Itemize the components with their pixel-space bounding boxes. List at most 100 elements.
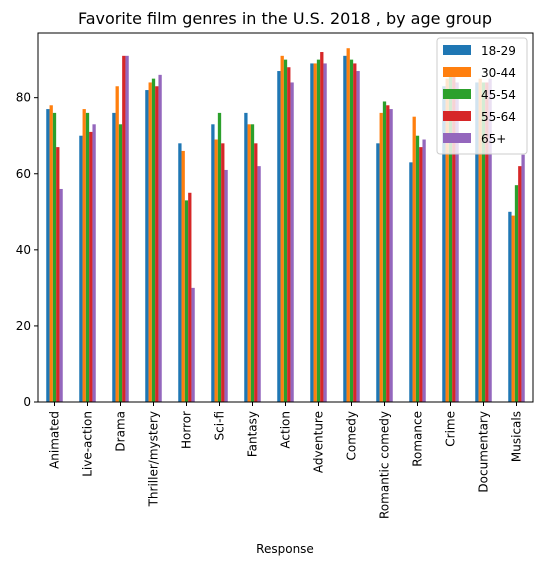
bar-55-64-Adventure	[320, 52, 324, 402]
bar-55-64-Horror	[188, 192, 192, 402]
x-tick-label: Adventure	[312, 411, 326, 473]
bar-18-29-Animated	[46, 109, 50, 403]
bar-55-64-Romance	[419, 147, 423, 402]
bar-45-54-Sci-fi	[217, 112, 222, 402]
bar-55-64-Thriller/mystery	[155, 86, 159, 403]
bar-30-44-Action	[280, 55, 284, 403]
bar-18-29-Romance	[409, 162, 413, 402]
bar-18-29-Drama	[112, 112, 116, 402]
bar-18-29-Action	[277, 71, 281, 403]
bar-65+-Animated	[59, 188, 63, 402]
x-tick-label: Comedy	[345, 411, 359, 461]
bar-30-44-Documentary	[478, 78, 482, 403]
bar-65+-Drama	[125, 55, 129, 403]
bar-65+-Horror	[191, 287, 195, 402]
x-axis: Animated Live-action Drama Thriller/mystery…	[48, 402, 524, 519]
legend: 18-29 30-44 45-54 55-64 65+	[436, 37, 528, 155]
legend-label-45-54: 45-54	[481, 88, 516, 102]
plot-frame	[37, 32, 534, 403]
x-tick-label: Romantic comedy	[378, 411, 392, 519]
y-tick-label: 80	[16, 91, 31, 105]
bar-65+-Romantic comedy	[389, 109, 393, 403]
bar-45-54-Comedy	[349, 59, 354, 402]
bar-30-44-Drama	[115, 86, 119, 403]
x-tick-label: Action	[279, 411, 293, 449]
bar-45-54-Documentary	[481, 82, 486, 402]
bar-55-64-Drama	[122, 55, 126, 403]
bar-18-29-Documentary	[475, 82, 479, 402]
bar-55-64-Documentary	[485, 82, 489, 402]
bar-30-44-Crime	[445, 78, 449, 403]
legend-label-18-29: 18-29	[481, 44, 516, 58]
y-tick-label: 60	[16, 167, 31, 181]
x-tick-label: Fantasy	[246, 411, 260, 457]
x-tick-label: Thriller/mystery	[147, 411, 161, 507]
bar-65+-Thriller/mystery	[158, 74, 162, 402]
bar-45-54-Musicals	[514, 185, 519, 402]
bar-65+-Musicals	[521, 154, 525, 402]
bar-55-64-Action	[287, 67, 291, 402]
x-tick-label: Documentary	[477, 411, 491, 493]
legend-label-30-44: 30-44	[481, 66, 516, 80]
bar-30-44-Live-action	[82, 109, 86, 403]
x-tick-label: Romance	[411, 411, 425, 467]
y-tick-label: 20	[16, 319, 31, 333]
bar-18-29-Romantic comedy	[376, 143, 380, 402]
legend-label-65+: 65+	[481, 132, 506, 146]
bar-65+-Documentary	[488, 78, 492, 403]
bars-layer	[46, 48, 525, 403]
bar-55-64-Animated	[56, 147, 60, 402]
legend-label-55-64: 55-64	[481, 110, 516, 124]
bar-30-44-Romance	[412, 116, 416, 402]
x-tick-label: Live-action	[81, 411, 95, 477]
bar-30-44-Adventure	[313, 63, 317, 403]
bar-65+-Comedy	[356, 71, 360, 403]
bar-45-54-Horror	[184, 200, 189, 402]
x-tick-label: Crime	[444, 411, 458, 447]
bar-45-54-Crime	[448, 74, 453, 402]
bar-45-54-Fantasy	[250, 124, 255, 403]
bar-18-29-Adventure	[310, 63, 314, 403]
bar-55-64-Romantic comedy	[386, 105, 390, 402]
bar-65+-Romance	[422, 139, 426, 403]
bar-18-29-Fantasy	[244, 112, 248, 402]
x-tick-label: Drama	[114, 411, 128, 452]
legend-swatch-55-64	[443, 111, 471, 121]
bar-18-29-Horror	[178, 143, 182, 402]
legend-swatch-30-44	[443, 67, 471, 77]
bar-18-29-Thriller/mystery	[145, 90, 149, 402]
bar-18-29-Musicals	[508, 211, 512, 402]
legend-swatch-65+	[443, 133, 471, 143]
bar-45-54-Live-action	[85, 112, 90, 402]
x-tick-label: Musicals	[510, 411, 524, 462]
bar-55-64-Comedy	[353, 63, 357, 403]
bar-55-64-Crime	[452, 74, 456, 402]
x-axis-label: Response	[256, 542, 314, 556]
bar-45-54-Action	[283, 59, 288, 402]
bar-30-44-Horror	[181, 150, 185, 402]
chart-title: Favorite film genres in the U.S. 2018 , …	[78, 9, 492, 28]
bar-55-64-Sci-fi	[221, 143, 225, 402]
bar-45-54-Thriller/mystery	[151, 78, 156, 403]
bar-65+-Fantasy	[257, 166, 261, 402]
bar-30-44-Comedy	[346, 48, 350, 403]
bar-55-64-Fantasy	[254, 143, 258, 402]
bar-30-44-Animated	[49, 105, 53, 402]
bar-45-54-Romance	[415, 135, 420, 402]
x-tick-label: Sci-fi	[213, 411, 227, 440]
bar-65+-Live-action	[92, 124, 96, 403]
bar-18-29-Live-action	[79, 135, 83, 402]
bar-55-64-Musicals	[518, 166, 522, 402]
bar-45-54-Adventure	[316, 59, 321, 402]
y-tick-label: 40	[16, 243, 31, 257]
bar-30-44-Thriller/mystery	[148, 82, 152, 402]
bar-30-44-Romantic comedy	[379, 112, 383, 402]
bar-30-44-Fantasy	[247, 124, 251, 403]
bar-65+-Sci-fi	[224, 169, 228, 402]
y-axis: 0 20 40 60 80	[16, 91, 38, 409]
bar-30-44-Musicals	[511, 215, 515, 402]
legend-swatch-18-29	[443, 45, 471, 55]
bar-65+-Crime	[455, 82, 459, 402]
